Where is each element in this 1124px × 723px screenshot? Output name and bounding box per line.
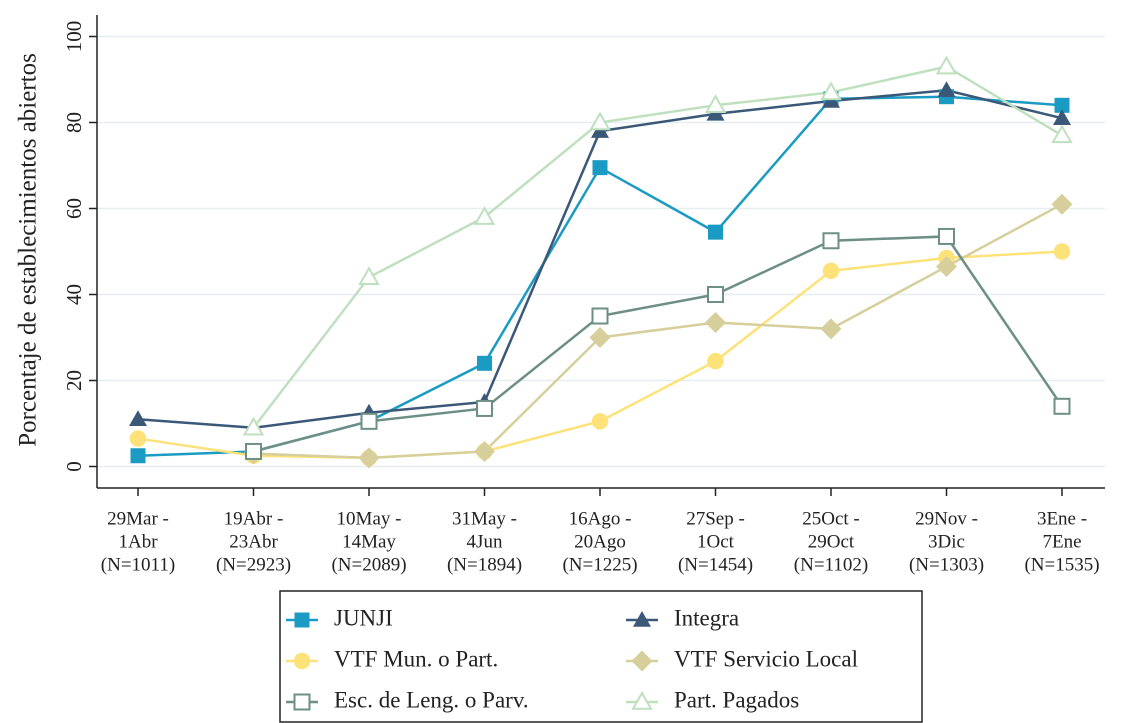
marker [704, 94, 727, 114]
marker [707, 352, 724, 370]
y-tick-label: 40 [62, 284, 86, 305]
marker [631, 690, 653, 710]
x-tick-label: 4Jun [467, 531, 503, 552]
marker [477, 355, 492, 371]
x-tick-label: (N=1102) [794, 554, 868, 575]
series-line [137, 95, 1063, 457]
marker [589, 111, 611, 131]
marker [242, 416, 265, 436]
y-tick-label: 20 [62, 370, 86, 391]
x-tick-label: 1Oct [697, 531, 735, 552]
y-tick-label: 100 [62, 21, 86, 53]
y-tick-label: 0 [62, 461, 86, 472]
marker [129, 430, 147, 447]
x-tick-label: 16Ago - [569, 508, 632, 529]
x-tick-label: 27Sep - [686, 508, 745, 529]
marker [633, 611, 651, 627]
marker [591, 307, 609, 325]
series-line [253, 203, 1063, 460]
marker [1053, 243, 1071, 260]
marker [589, 327, 611, 348]
x-tick-label: 19Abr - [224, 508, 284, 529]
x-tick-label: (N=1535) [1024, 554, 1099, 575]
marker [293, 652, 311, 670]
x-tick-label: 29Oct [808, 531, 855, 552]
marker [293, 693, 311, 711]
legend-label: VTF Servicio Local [674, 646, 858, 671]
x-tick-label: 10May - [337, 508, 402, 529]
x-tick-label: 14May [342, 531, 396, 552]
marker [358, 266, 380, 286]
x-tick-label: (N=1225) [562, 554, 637, 575]
marker [820, 318, 842, 340]
x-tick-label: (N=2089) [331, 554, 406, 575]
marker [937, 81, 956, 97]
marker [591, 413, 609, 430]
marker [822, 262, 840, 280]
x-tick-label: 29Nov - [915, 508, 978, 529]
x-tick-label: (N=2923) [216, 554, 291, 575]
marker [822, 232, 840, 250]
x-tick-label: (N=1454) [678, 554, 753, 575]
y-tick-label: 80 [62, 112, 86, 133]
marker [245, 442, 262, 460]
legend-label: JUNJI [334, 605, 393, 630]
x-tick-label: 29Mar - [107, 508, 169, 529]
x-tick-label: (N=1894) [447, 554, 522, 575]
marker [1053, 109, 1071, 125]
marker [936, 256, 957, 278]
x-tick-label: 31May - [452, 508, 517, 529]
y-axis-label: Porcentaje de establecimientos abiertos [15, 53, 42, 447]
marker [129, 410, 147, 426]
marker [358, 447, 380, 469]
marker [473, 206, 496, 225]
series-line [253, 235, 1064, 453]
x-tick-label: 23Abr [229, 531, 278, 552]
legend-label: Integra [674, 605, 739, 630]
marker [631, 650, 653, 672]
marker [705, 311, 726, 333]
x-tick-label: 3Ene - [1037, 508, 1087, 529]
x-tick-label: (N=1011) [101, 554, 175, 575]
legend-label: Esc. de Leng. o Parv. [334, 687, 529, 712]
marker [935, 55, 958, 75]
y-tick-label: 60 [62, 198, 86, 219]
series-line [137, 88, 1063, 430]
marker [1054, 97, 1070, 113]
marker [592, 160, 608, 176]
marker [820, 81, 842, 101]
marker [476, 399, 493, 417]
x-tick-label: 7Ene [1042, 531, 1081, 552]
marker [294, 612, 310, 628]
marker [130, 448, 146, 464]
marker [360, 412, 378, 430]
legend-label: Part. Pagados [674, 687, 799, 712]
marker [1053, 397, 1071, 415]
legend-box [279, 590, 923, 723]
x-tick-label: 1Abr [118, 531, 158, 552]
marker [1051, 124, 1073, 144]
marker [938, 227, 955, 245]
marker [707, 286, 724, 303]
marker [1051, 193, 1073, 215]
legend-label: VTF Mun. o Part. [334, 646, 498, 671]
x-tick-label: 3Dic [928, 531, 965, 552]
x-tick-label: 20Ago [574, 531, 626, 552]
series-line [252, 65, 1063, 429]
x-tick-label: (N=1303) [909, 554, 984, 575]
marker [474, 440, 495, 462]
x-tick-label: 25Oct - [802, 508, 860, 529]
marker [708, 224, 723, 240]
